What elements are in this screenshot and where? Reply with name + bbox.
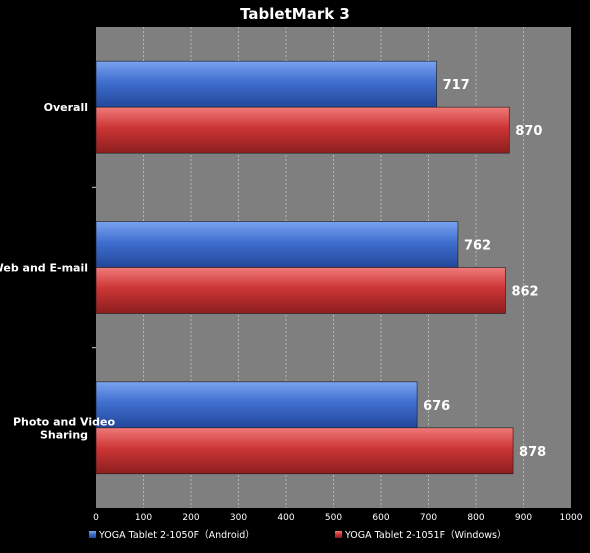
legend: YOGA Tablet 2-1050F（Android） YOGA Tablet…	[89, 529, 506, 541]
bars	[95, 60, 514, 475]
bar-web-and-e-mail-series-0	[95, 221, 459, 268]
legend-swatch-android	[89, 531, 96, 538]
bar-overall-series-0	[95, 60, 437, 108]
x-tick-label-0: 0	[93, 513, 99, 523]
x-tick-label-100: 100	[135, 513, 152, 523]
bar-web-and-e-mail-series-1	[95, 267, 506, 314]
category-label-line: Photo and Video	[13, 415, 115, 428]
category-labels: Overall Web and E-mail Photo and Video Shar…	[0, 101, 115, 441]
value-label-web-and-e-mail-series-0: 762	[464, 239, 491, 254]
x-axis-ticks: 0 100 200 300 400 500 600 700 800 900 1000	[93, 513, 583, 523]
legend-label-windows: YOGA Tablet 2-1051F（Windows）	[344, 529, 506, 541]
x-tick-label-700: 700	[420, 513, 437, 523]
value-labels: 717 870 762 862 676 878	[423, 78, 546, 460]
category-label-web-and-e-mail: Web and E-mail	[0, 262, 88, 275]
x-tick-label-200: 200	[182, 513, 199, 523]
category-label-photo-and-video-sharing: Photo and Video Sharing	[13, 415, 115, 441]
x-tick-label-600: 600	[372, 513, 389, 523]
bar-photo-and-video-sharing-series-1	[95, 427, 514, 475]
x-tick-label-300: 300	[230, 513, 247, 523]
chart-title: TabletMark 3	[240, 5, 350, 23]
category-label-line: Web and E-mail	[0, 262, 88, 275]
legend-swatch-windows	[335, 531, 342, 538]
x-tick-label-400: 400	[277, 513, 294, 523]
x-tick-label-900: 900	[515, 513, 532, 523]
value-label-overall-series-0: 717	[443, 78, 470, 93]
bar-photo-and-video-sharing-series-0	[95, 381, 418, 429]
category-label-line: Sharing	[40, 428, 88, 441]
value-label-overall-series-1: 870	[515, 124, 542, 139]
category-label-overall: Overall	[44, 101, 88, 114]
value-label-web-and-e-mail-series-1: 862	[511, 285, 538, 300]
x-tick-label-800: 800	[467, 513, 484, 523]
x-tick-label-1000: 1000	[560, 513, 583, 523]
value-label-photo-and-video-sharing-series-1: 878	[519, 445, 546, 460]
bar-overall-series-1	[95, 106, 510, 154]
x-tick-label-500: 500	[325, 513, 342, 523]
legend-label-android: YOGA Tablet 2-1050F（Android）	[98, 529, 255, 541]
value-label-photo-and-video-sharing-series-0: 676	[423, 399, 450, 414]
category-label-line: Overall	[44, 101, 88, 114]
